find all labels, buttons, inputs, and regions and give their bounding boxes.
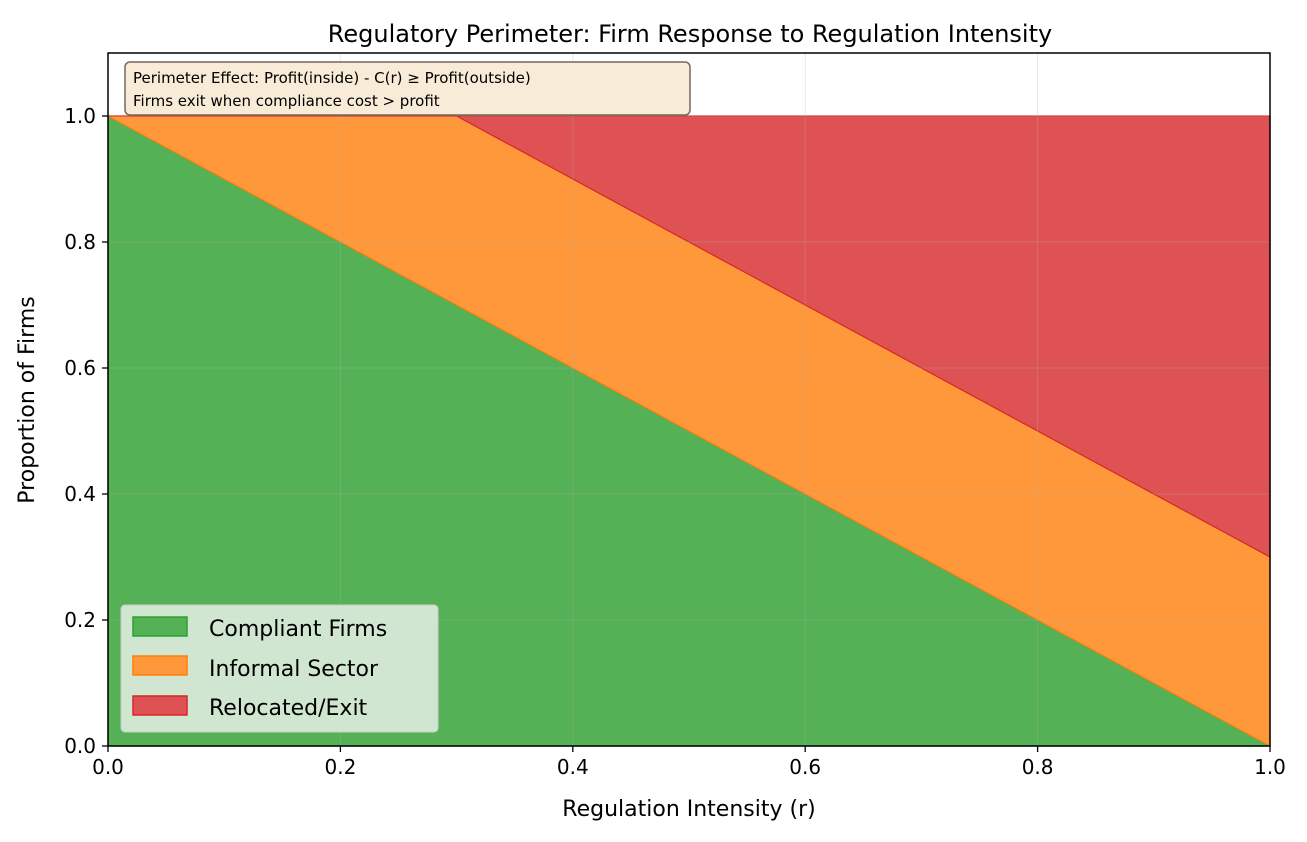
plot-area: 0.0 0.2 0.4 0.6 0.8 1.0 0.0 0.2 0.4 0.6 0.8 1.0 — [64, 52, 1286, 779]
y-tick-label: 0.0 — [64, 734, 96, 758]
y-tick-label: 0.8 — [64, 230, 96, 254]
y-tick-label: 1.0 — [64, 104, 96, 128]
annotation-line-2: Firms exit when compliance cost > profit — [133, 92, 440, 110]
legend-swatch-informal — [132, 655, 188, 676]
legend: Compliant Firms Informal Sector Relocate… — [120, 604, 439, 733]
y-tick-label: 0.6 — [64, 356, 96, 380]
y-axis-label: Proportion of Firms — [15, 296, 40, 503]
legend-label-compliant: Compliant Firms — [209, 617, 387, 642]
x-tick-label: 1.0 — [1254, 755, 1286, 779]
x-tick-label: 0.2 — [324, 755, 356, 779]
x-tick-label: 0.8 — [1022, 755, 1054, 779]
y-tick-label: 0.2 — [64, 608, 96, 632]
x-tick-label: 0.4 — [557, 755, 589, 779]
x-tick-label: 0.6 — [789, 755, 821, 779]
x-tick-label: 0.0 — [92, 755, 124, 779]
chart-title: Regulatory Perimeter: Firm Response to R… — [328, 20, 1052, 48]
annotation-box: Perimeter Effect: Profit(inside) - C(r) … — [124, 61, 691, 116]
legend-label-informal: Informal Sector — [209, 657, 379, 682]
legend-swatch-compliant — [132, 616, 188, 637]
legend-swatch-relocated — [132, 695, 188, 716]
y-tick-label: 0.4 — [64, 482, 96, 506]
axes-frame — [107, 52, 1271, 747]
x-axis-label: Regulation Intensity (r) — [562, 797, 815, 822]
legend-label-relocated: Relocated/Exit — [209, 696, 368, 721]
annotation-line-1: Perimeter Effect: Profit(inside) - C(r) … — [133, 69, 531, 87]
